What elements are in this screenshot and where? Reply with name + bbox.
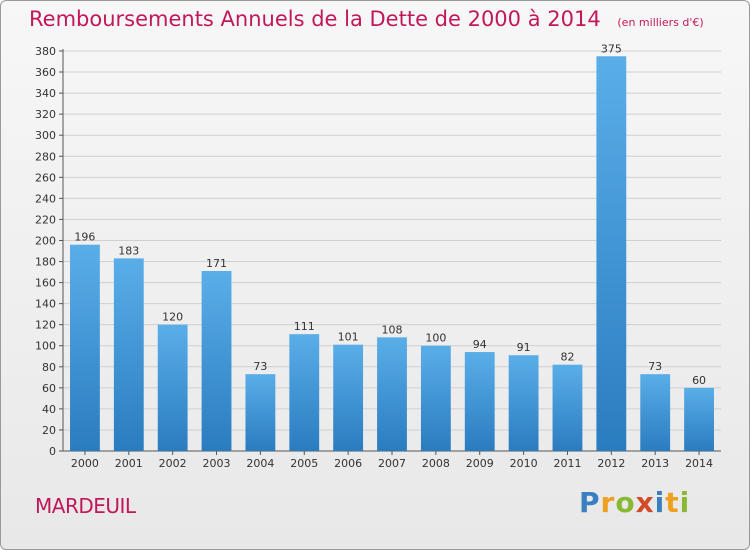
bar [420,345,451,451]
bar-value-label: 111 [294,320,315,333]
bar [640,374,671,451]
bar [157,324,188,451]
bar [464,352,495,451]
y-tick-label: 300 [35,129,56,142]
chart-title-text: Remboursements Annuels de la Dette de 20… [29,7,601,31]
bar [201,271,232,451]
y-tick-label: 200 [35,234,56,247]
y-tick-label: 80 [42,361,56,374]
y-tick-labels: 0 20 40 60 80 100 120 140 160 180 200 220 240 260 280 3… [35,45,56,458]
bar-value-label: 375 [601,42,622,55]
x-tick-label: 2001 [115,457,143,470]
logo-letter: i [679,486,691,519]
bar [289,334,320,451]
y-tick-label: 340 [35,87,56,100]
y-tick-label: 100 [35,340,56,353]
proxiti-logo: Proxiti [579,486,690,519]
bar [245,374,276,451]
y-tick-label: 220 [35,213,56,226]
x-tick-label: 2010 [510,457,538,470]
y-tick-label: 320 [35,108,56,121]
logo-letter: r [600,486,616,519]
logo-letter: x [635,486,655,519]
x-tick-label: 2004 [246,457,274,470]
x-tick-label: 2012 [597,457,625,470]
bar [113,258,144,451]
bar [596,56,627,452]
y-tick-label: 60 [42,382,56,395]
bar-value-label: 171 [206,257,227,270]
bar [508,355,539,451]
bar [70,244,100,451]
bar-value-label: 73 [253,360,267,373]
y-tick-label: 120 [35,319,56,332]
x-tick-labels: 2000 2001 2002 2003 2004 2005 2006 2007 2008 2009… [71,457,713,470]
logo-letter: t [665,486,680,519]
y-tick-label: 140 [35,298,56,311]
data-labels: 196 183 120 171 73 111 101 108 100 94 91 82 375 73 60 [74,42,706,387]
bar-value-label: 94 [473,338,487,351]
commune-name: MARDEUIL [35,494,136,518]
bar-value-label: 91 [517,341,531,354]
bar [333,344,364,451]
y-tick-label: 160 [35,277,56,290]
logo-letter: P [579,486,601,519]
y-tick-label: 240 [35,192,56,205]
y-tick-label: 260 [35,171,56,184]
chart-subtitle: (en milliers d'€) [617,16,704,29]
bars [70,56,714,452]
x-tick-label: 2007 [378,457,406,470]
bar-value-label: 100 [425,332,446,345]
x-tick-label: 2000 [71,457,99,470]
logo-letter: o [615,486,636,519]
x-tick-label: 2008 [422,457,450,470]
bar [377,337,407,451]
bar-value-label: 82 [560,351,574,364]
x-tick-label: 2014 [685,457,713,470]
x-tick-label: 2005 [290,457,318,470]
x-tick-label: 2003 [203,457,231,470]
bar-value-label: 120 [162,311,183,324]
x-tick-label: 2002 [159,457,187,470]
bar [552,364,583,451]
y-tick-label: 280 [35,150,56,163]
bar-value-label: 60 [692,374,706,387]
bar-value-label: 101 [338,331,359,344]
y-tick-label: 0 [49,445,56,458]
bar-value-label: 108 [382,323,403,336]
x-tick-label: 2011 [553,457,581,470]
bar-value-label: 196 [74,231,95,244]
y-tick-label: 380 [35,45,56,58]
y-tick-label: 20 [42,424,56,437]
y-tick-label: 180 [35,256,56,269]
bar [684,387,714,451]
logo-letter: i [654,486,666,519]
x-tick-label: 2009 [466,457,494,470]
y-tick-label: 360 [35,66,56,79]
bar-value-label: 73 [648,360,662,373]
x-tick-label: 2013 [641,457,669,470]
chart-title: Remboursements Annuels de la Dette de 20… [29,7,704,31]
bar-value-label: 183 [118,244,139,257]
x-tick-label: 2006 [334,457,362,470]
y-tick-label: 40 [42,403,56,416]
